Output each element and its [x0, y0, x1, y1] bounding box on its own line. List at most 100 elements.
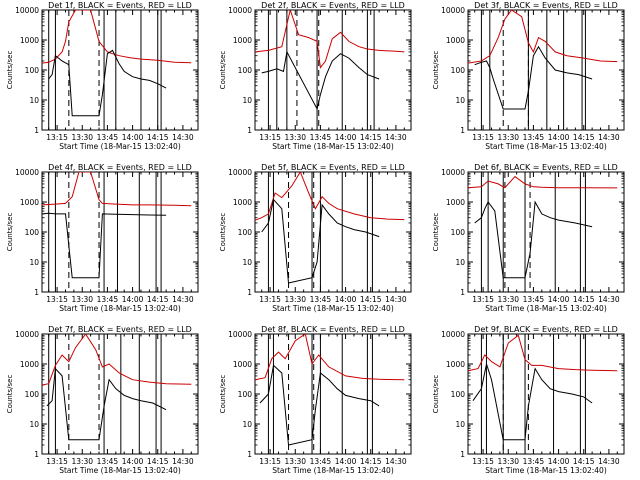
lld-series-line — [468, 10, 618, 64]
y-tick-label: 10000 — [228, 330, 252, 339]
panel-title: Det 3f, BLACK = Events, RED = LLD — [474, 1, 618, 10]
y-tick-label: 1000 — [446, 198, 465, 207]
y-tick-label: 1 — [247, 450, 252, 459]
x-tick-label: 13:15 — [46, 457, 68, 466]
y-tick-label: 10 — [455, 420, 465, 429]
panel-title: Det 2f, BLACK = Events, RED = LLD — [261, 1, 405, 10]
detector-panel: Det 7f, BLACK = Events, RED = LLD 1 10 100 1… — [6, 325, 199, 475]
y-tick-label: 10000 — [228, 168, 252, 177]
x-tick-label: 14:15 — [360, 457, 382, 466]
x-tick-label: 13:30 — [71, 457, 93, 466]
x-tick-label: 14:30 — [598, 133, 620, 142]
y-tick-label: 10000 — [228, 6, 252, 15]
x-tick-label: 14:30 — [385, 457, 407, 466]
y-tick-label: 1 — [34, 126, 39, 135]
lld-series-line — [42, 10, 192, 64]
detector-panel: Det 2f, BLACK = Events, RED = LLD 1 10 100 1… — [219, 1, 412, 151]
detector-panel: Det 5f, BLACK = Events, RED = LLD 1 10 100 1… — [219, 163, 412, 313]
y-tick-label: 10 — [29, 420, 39, 429]
y-tick-label: 100 — [238, 228, 253, 237]
y-tick-label: 10000 — [441, 330, 465, 339]
x-tick-label: 13:30 — [497, 457, 519, 466]
y-tick-label: 1000 — [233, 360, 252, 369]
events-series-line — [261, 198, 380, 284]
detector-panel: Det 3f, BLACK = Events, RED = LLD 1 10 100 1… — [432, 1, 625, 151]
plot-frame — [467, 333, 625, 455]
panel-title: Det 4f, BLACK = Events, RED = LLD — [48, 163, 192, 172]
detector-panel: Det 1f, BLACK = Events, RED = LLD 1 10 100 1… — [6, 1, 199, 151]
y-tick-label: 1000 — [20, 36, 39, 45]
x-tick-label: 14:00 — [122, 133, 144, 142]
x-tick-label: 13:45 — [523, 457, 545, 466]
x-tick-label: 13:15 — [259, 295, 281, 304]
x-axis-label: Start Time (18-Mar-15 13:02:40) — [272, 466, 394, 475]
y-tick-label: 10 — [242, 420, 252, 429]
x-tick-label: 14:00 — [548, 133, 570, 142]
lld-series-line — [42, 172, 192, 207]
y-tick-label: 10000 — [441, 168, 465, 177]
x-tick-label: 13:15 — [472, 457, 494, 466]
panel-title: Det 7f, BLACK = Events, RED = LLD — [48, 325, 192, 334]
x-tick-label: 13:45 — [523, 133, 545, 142]
x-tick-label: 13:45 — [97, 133, 119, 142]
y-tick-label: 1000 — [446, 36, 465, 45]
x-tick-label: 14:30 — [172, 133, 194, 142]
x-tick-label: 14:15 — [360, 295, 382, 304]
y-tick-label: 10 — [242, 258, 252, 267]
x-tick-label: 13:15 — [46, 133, 68, 142]
lld-series-line — [468, 334, 618, 372]
x-tick-label: 14:30 — [598, 457, 620, 466]
events-series-line — [261, 50, 380, 111]
x-tick-label: 13:30 — [497, 295, 519, 304]
x-tick-label: 14:15 — [360, 133, 382, 142]
events-series-line — [42, 212, 167, 279]
y-axis-label: Counts/sec — [432, 213, 440, 252]
y-tick-label: 100 — [451, 228, 466, 237]
x-axis-label: Start Time (18-Mar-15 13:02:40) — [272, 142, 394, 151]
x-tick-label: 14:30 — [598, 295, 620, 304]
x-tick-label: 13:30 — [284, 457, 306, 466]
y-tick-label: 1000 — [20, 198, 39, 207]
y-tick-label: 10 — [242, 96, 252, 105]
x-tick-label: 14:15 — [573, 457, 595, 466]
x-axis-label: Start Time (18-Mar-15 13:02:40) — [59, 304, 181, 313]
x-tick-label: 14:00 — [335, 457, 357, 466]
y-tick-label: 100 — [25, 66, 40, 75]
x-tick-label: 13:15 — [259, 133, 281, 142]
y-axis-label: Counts/sec — [6, 213, 14, 252]
lld-series-line — [255, 334, 405, 381]
y-tick-label: 1 — [460, 126, 465, 135]
x-tick-label: 13:15 — [472, 295, 494, 304]
x-axis-label: Start Time (18-Mar-15 13:02:40) — [485, 466, 607, 475]
detector-panel: Det 4f, BLACK = Events, RED = LLD 1 10 100 1… — [6, 163, 199, 313]
detector-panel: Det 6f, BLACK = Events, RED = LLD 1 10 100 1… — [432, 163, 625, 313]
x-tick-label: 14:30 — [385, 295, 407, 304]
x-tick-label: 13:30 — [497, 133, 519, 142]
y-axis-label: Counts/sec — [432, 375, 440, 414]
lld-series-line — [255, 172, 405, 221]
x-axis-label: Start Time (18-Mar-15 13:02:40) — [485, 304, 607, 313]
x-tick-label: 14:15 — [147, 133, 169, 142]
x-tick-label: 13:45 — [310, 295, 332, 304]
plot-frame — [467, 171, 625, 293]
events-series-line — [259, 364, 380, 446]
y-tick-label: 100 — [451, 390, 466, 399]
lld-series-line — [42, 334, 192, 386]
y-tick-label: 10000 — [15, 168, 39, 177]
y-tick-label: 1 — [460, 450, 465, 459]
x-tick-label: 14:15 — [573, 295, 595, 304]
x-tick-label: 13:15 — [46, 295, 68, 304]
plot-frame — [254, 9, 412, 131]
plot-frame — [41, 333, 199, 455]
plot-frame — [41, 171, 199, 293]
y-tick-label: 10000 — [441, 6, 465, 15]
y-tick-label: 1000 — [233, 36, 252, 45]
x-tick-label: 13:30 — [71, 295, 93, 304]
events-series-line — [474, 200, 593, 279]
y-tick-label: 1000 — [446, 360, 465, 369]
x-axis-label: Start Time (18-Mar-15 13:02:40) — [59, 142, 181, 151]
x-tick-label: 13:15 — [259, 457, 281, 466]
x-axis-label: Start Time (18-Mar-15 13:02:40) — [59, 466, 181, 475]
y-tick-label: 100 — [25, 390, 40, 399]
events-series-line — [474, 45, 593, 110]
